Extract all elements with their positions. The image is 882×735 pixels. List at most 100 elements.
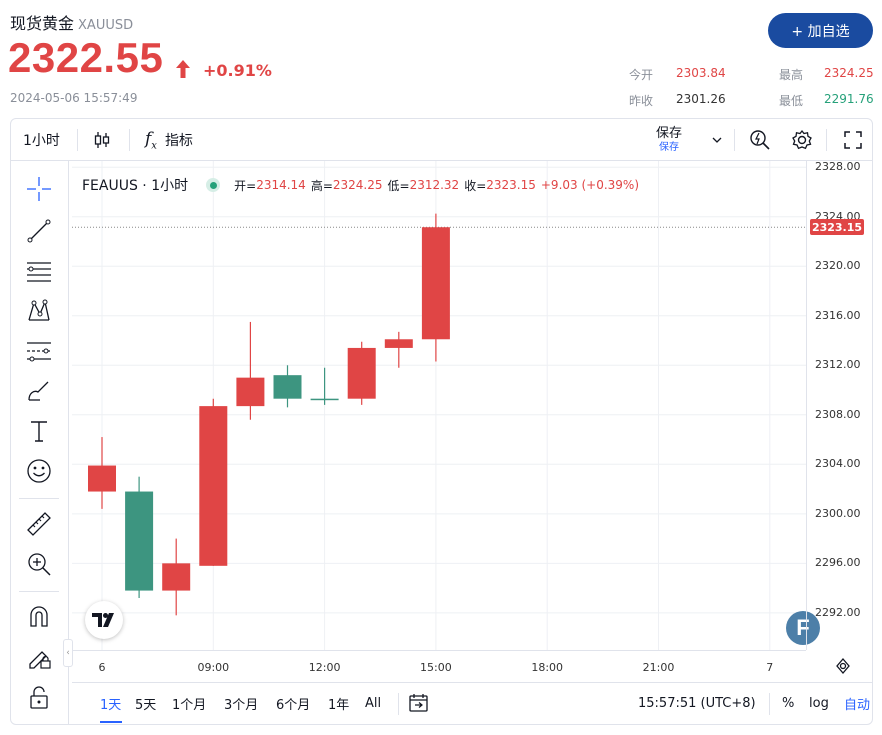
price-tick-label: 2312.00	[815, 358, 861, 372]
time-tick-label: 09:00	[197, 661, 230, 674]
toolbar-divider	[734, 129, 735, 151]
toolbar-divider	[129, 129, 130, 151]
legend-symbol: FEAUUS · 1小时	[82, 178, 189, 194]
time-tick-label: 18:00	[531, 661, 564, 674]
time-tick-label: 7	[766, 661, 774, 674]
high-value: 2324.25	[824, 66, 874, 80]
tradingview-logo[interactable]	[85, 601, 123, 639]
candle-body	[347, 347, 376, 399]
crosshair-icon[interactable]	[25, 175, 53, 203]
price-tick-label: 2292.00	[815, 605, 861, 619]
range-3m[interactable]: 3个月	[224, 697, 259, 713]
candle-body	[310, 398, 339, 401]
candle-body	[421, 227, 450, 340]
time-axis[interactable]: 6 09:00 12:00 15:00 18:00 21:00 7	[72, 650, 806, 682]
market-open-indicator	[206, 178, 221, 192]
chart-widget: 1小时 fx 指标 保存 保存	[10, 118, 873, 725]
price-tick-label: 2320.00	[815, 259, 861, 273]
collapse-toolbar-handle[interactable]: ‹	[63, 639, 73, 667]
candle-body	[236, 377, 265, 407]
candlestick-chart	[72, 161, 806, 650]
gear-icon[interactable]	[791, 119, 813, 161]
instrument-symbol: XAUUSD	[78, 18, 134, 33]
text-tool-icon[interactable]	[25, 417, 53, 445]
candle-body	[88, 465, 116, 492]
ruler-icon[interactable]	[25, 510, 53, 538]
legend-open-key: 开=	[234, 178, 257, 193]
price-axis[interactable]: 2328.00 2324.00 2320.00 2316.00 2312.00 2308.…	[806, 160, 872, 650]
legend-high-value: 2324.25	[332, 178, 383, 192]
candle-body	[125, 491, 154, 591]
range-1m[interactable]: 1个月	[172, 697, 207, 713]
bottom-divider	[769, 693, 770, 715]
candle-body	[199, 406, 228, 566]
range-6m[interactable]: 6个月	[276, 697, 311, 713]
price-chart[interactable]: FEAUUS · 1小时 开= 2314.14 高= 2324.25 低= 2312.…	[72, 161, 820, 650]
quote-timestamp: 2024-05-06 15:57:49	[10, 91, 138, 105]
add-to-watchlist-button[interactable]: + 加自选	[768, 13, 873, 48]
prev-close-value: 2301.26	[676, 92, 726, 106]
indicators-button[interactable]: fx 指标	[145, 119, 193, 161]
lock-icon[interactable]	[25, 683, 53, 711]
range-all[interactable]: All	[365, 695, 382, 711]
low-label: 最低	[779, 94, 804, 108]
chevron-down-icon[interactable]	[712, 119, 722, 161]
quick-search-icon[interactable]	[749, 119, 771, 161]
drawing-toolbar	[11, 161, 69, 724]
lock-drawing-icon[interactable]	[25, 643, 53, 671]
auto-scale-toggle[interactable]: 自动	[844, 697, 871, 713]
pattern-tool-icon[interactable]	[25, 297, 53, 325]
axis-settings-icon[interactable]	[831, 654, 855, 678]
indicators-label: 指标	[164, 133, 193, 149]
up-arrow-icon	[176, 60, 190, 78]
date-range-icon[interactable]	[408, 683, 430, 723]
emoji-icon[interactable]	[25, 457, 53, 485]
time-tick-label: 21:00	[642, 661, 675, 674]
time-tick-label: 15:00	[420, 661, 452, 674]
magnet-icon[interactable]	[25, 603, 53, 631]
current-price: 2322.55	[8, 34, 164, 81]
legend-low-key: 低=	[387, 178, 410, 193]
price-tick-label: 2328.00	[815, 160, 861, 174]
fullscreen-icon[interactable]	[843, 119, 863, 161]
tool-divider	[19, 591, 59, 592]
legend-high-key: 高=	[310, 178, 333, 193]
save-sublabel: 保存	[659, 141, 679, 153]
log-scale-toggle[interactable]: log	[809, 695, 829, 711]
percent-scale-toggle[interactable]: %	[782, 695, 795, 711]
range-1y[interactable]: 1年	[328, 697, 350, 713]
forecast-tool-icon[interactable]	[25, 337, 53, 365]
toolbar-divider	[77, 129, 78, 151]
interval-selector[interactable]: 1小时	[23, 133, 60, 149]
horizontal-lines-icon[interactable]	[25, 257, 53, 285]
open-label: 今开	[629, 68, 654, 82]
toolbar-divider	[826, 129, 827, 151]
legend-open-value: 2314.14	[256, 178, 306, 192]
legend-low-value: 2312.32	[409, 178, 460, 192]
prev-close-label: 昨收	[629, 94, 654, 108]
save-button[interactable]: 保存 保存	[656, 119, 682, 161]
tool-divider	[19, 498, 59, 499]
clock-display[interactable]: 15:57:51 (UTC+8)	[638, 695, 756, 711]
instrument-title: 现货黄金 XAUUSD	[10, 10, 133, 34]
legend-close-value: 2323.15	[486, 178, 536, 192]
price-tick-label: 2316.00	[815, 308, 861, 322]
candle-body	[273, 375, 302, 399]
time-tick-label: 12:00	[308, 661, 341, 674]
range-1d[interactable]: 1天	[100, 697, 122, 713]
bottom-divider	[398, 693, 399, 715]
trend-line-icon[interactable]	[25, 217, 53, 245]
chart-toolbar: 1小时 fx 指标 保存 保存	[11, 119, 872, 161]
candle-body	[162, 563, 191, 591]
price-tick-label: 2308.00	[815, 407, 861, 421]
low-value: 2291.76	[824, 92, 874, 106]
brush-icon[interactable]	[25, 377, 53, 405]
legend-change: +9.03 (+0.39%)	[540, 178, 640, 192]
candle-style-icon[interactable]	[93, 119, 111, 161]
price-change-percent: +0.91%	[203, 61, 272, 80]
price-tick-label: 2304.00	[815, 457, 861, 471]
range-5d[interactable]: 5天	[135, 697, 157, 713]
last-price-tag: 2323.15	[810, 219, 864, 236]
function-icon: fx	[145, 128, 157, 152]
zoom-in-icon[interactable]	[25, 550, 53, 578]
